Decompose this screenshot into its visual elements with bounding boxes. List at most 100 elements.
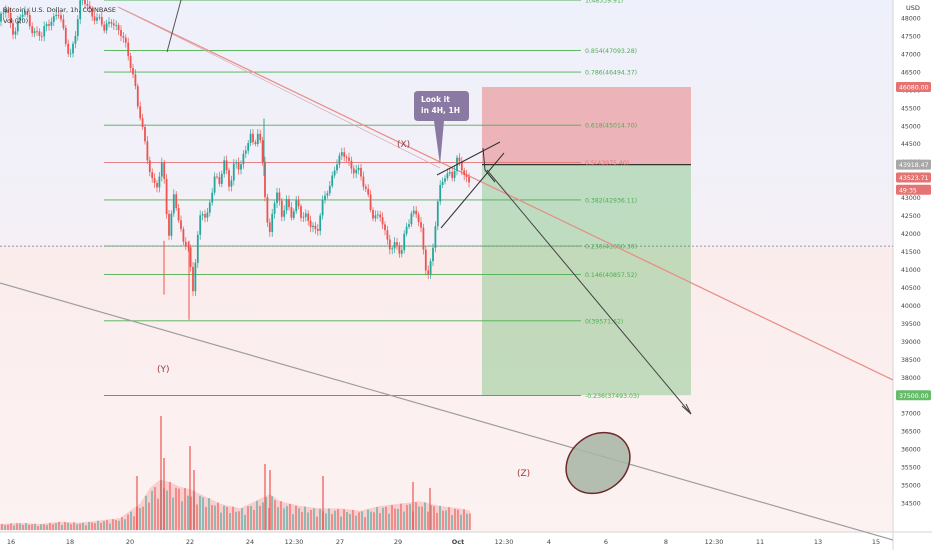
candle (244, 145, 247, 158)
volume-bar (145, 495, 147, 530)
candle-body (122, 36, 125, 38)
stop-loss-zone[interactable] (482, 87, 691, 165)
price-badge[interactable]: 43918.47 (896, 159, 931, 170)
projection-arrow-line[interactable] (486, 169, 692, 415)
volume-bar (10, 523, 12, 530)
candle-body (340, 152, 343, 156)
candle (141, 113, 144, 130)
volume-bar (139, 508, 141, 530)
price-badge[interactable]: 46080.00 (896, 82, 931, 92)
candle (93, 11, 96, 25)
candle-body (271, 213, 274, 232)
candle (88, 0, 91, 14)
candle (448, 168, 451, 177)
volume-bar (373, 512, 375, 530)
candle (247, 140, 250, 155)
candle-body (168, 214, 170, 236)
fib-level-label: 0.146(40857.52) (585, 272, 637, 279)
candle (115, 20, 118, 31)
volume-bar (7, 524, 9, 530)
take-profit-zone[interactable] (482, 164, 691, 396)
time-tick-label: 22 (186, 538, 194, 546)
candle-body (86, 4, 89, 6)
candle-body (468, 177, 470, 183)
candle-body (69, 53, 72, 55)
candle-body (400, 250, 403, 254)
price-badge[interactable]: 43523.71 (896, 172, 931, 183)
candle-body (417, 214, 420, 223)
callout-shape (414, 91, 469, 165)
callout-bubble[interactable]: Look it in 4H, 1H (414, 91, 469, 165)
volume-spike-bar (193, 470, 195, 530)
candle-body (393, 242, 396, 249)
volume-bar (37, 526, 39, 530)
volume-bar (295, 505, 297, 530)
candle (12, 19, 14, 40)
price-tick-label: 43000 (901, 195, 921, 202)
candle-body (52, 16, 55, 22)
target-ellipse[interactable] (554, 420, 642, 506)
price-tick-label: 42500 (901, 213, 921, 220)
candle (184, 237, 187, 250)
candle (62, 14, 65, 31)
candle-body (441, 181, 444, 185)
candle (422, 223, 425, 255)
price-badge[interactable]: 37500.00 (896, 390, 931, 401)
candle-body (429, 261, 432, 274)
volume-bar (61, 524, 63, 530)
volume-bar (256, 500, 258, 530)
fibonacci-retracement[interactable]: 1(48539.91) 0.854(47093.28) 0.786(46494.37… (0, 0, 893, 400)
price-tick-label: 47000 (901, 51, 921, 58)
annotation-overlays[interactable]: Look it in 4H, 1H (X) (Y) (Z) (157, 91, 692, 506)
candle (434, 221, 437, 253)
candle (64, 25, 67, 47)
price-axis[interactable]: 4800047500470004650046000455004500044500… (896, 16, 931, 508)
candle-body (396, 242, 398, 246)
candle-body (405, 226, 408, 234)
volume-bar (202, 497, 204, 530)
candle-body (16, 20, 19, 32)
volume-bar (52, 524, 54, 530)
candle (288, 195, 290, 211)
time-axis[interactable]: 16 18 20 22 24 12:30 27 29 Oct 12:30 4 6 8 12:30 11 13 1… (7, 538, 880, 546)
volume-bar (283, 508, 285, 530)
price-tick-label: 39000 (901, 339, 921, 346)
candle-body (105, 23, 108, 31)
time-tick-label: 15 (872, 538, 880, 546)
candle (218, 171, 221, 187)
candle-body (249, 133, 252, 143)
price-tick-label: 40000 (901, 303, 921, 310)
volume-bar (199, 495, 201, 530)
candle (451, 168, 454, 182)
price-tick-label: 40500 (901, 285, 921, 292)
descending-trendline[interactable] (117, 6, 894, 381)
lower-channel-line[interactable] (0, 282, 894, 541)
candle (16, 15, 19, 36)
candle (364, 184, 367, 192)
position-zones (482, 87, 691, 396)
candle-body (321, 200, 324, 216)
candle (187, 241, 190, 252)
candle (120, 25, 122, 42)
candle (264, 156, 266, 202)
candle (180, 215, 182, 232)
candle-body (319, 215, 322, 231)
short-diagonal-line[interactable] (166, 0, 182, 53)
candle-body (112, 23, 115, 26)
candle (374, 210, 377, 222)
wedge-pattern[interactable] (436, 141, 505, 229)
candle-body (64, 27, 67, 44)
candle (204, 209, 206, 223)
candle (307, 210, 310, 226)
volume-bar (460, 514, 462, 530)
price-badge[interactable]: 49:35 (896, 184, 931, 195)
volume-bar (196, 504, 198, 530)
volume-bar (304, 506, 306, 530)
candle (376, 210, 379, 220)
candle (436, 199, 439, 231)
volume-bar (301, 512, 303, 530)
candle (24, 6, 26, 17)
volume-bar (397, 509, 399, 530)
drawn-trendlines[interactable] (0, 0, 894, 541)
